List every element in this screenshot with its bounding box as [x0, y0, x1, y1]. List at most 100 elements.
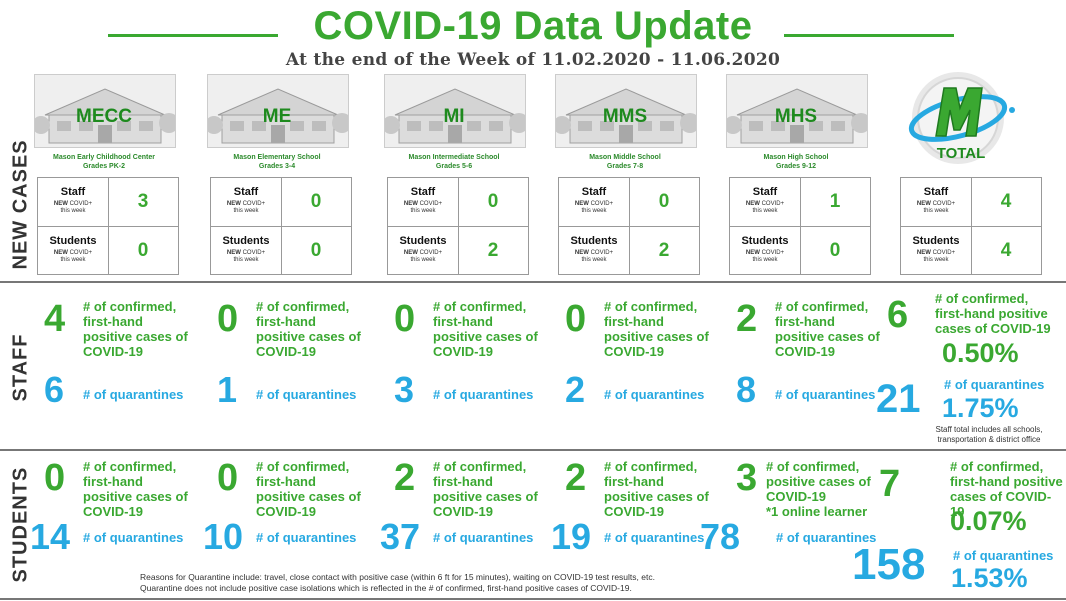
students-label: Students	[49, 235, 97, 247]
students-quarantines-count: 37	[380, 516, 421, 557]
total-students-confirmed-pct: 0.07%	[950, 506, 1027, 536]
new-staff-cases: 0	[487, 191, 499, 212]
staff-confirmed-count: 0	[565, 298, 587, 340]
staff-quarantines-count: 6	[44, 369, 65, 410]
total-logo	[902, 72, 1020, 164]
school-building-icon	[553, 75, 700, 147]
students-quarantines-label: # of quarantines	[256, 530, 357, 545]
staff-quarantines-label: # of quarantines	[604, 387, 705, 402]
school-name: Mason Early Childhood Center Grades PK-2	[53, 154, 155, 170]
staff-confirmed-count: 0	[394, 298, 416, 340]
students-confirmed-label: # of confirmed, first-hand positive cases …	[256, 459, 361, 519]
total-students-quarantines-pct: 1.53%	[951, 563, 1028, 593]
total-staff-quarantines-pct: 1.75%	[942, 393, 1019, 423]
students-label: Students	[399, 235, 447, 247]
title-rule-left	[108, 34, 278, 37]
school-name: Mason Intermediate School Grades 5-6	[408, 154, 500, 170]
school-code: MI	[443, 106, 465, 127]
students-confirmed-count: 2	[394, 457, 416, 499]
new-covid-sublabel: NEW COVID+ this week	[745, 250, 785, 263]
mason-m-logo-icon	[908, 72, 1015, 164]
new-covid-sublabel: NEW COVID+ this week	[53, 201, 93, 214]
total-staff-quarantines: 21	[876, 377, 921, 421]
staff-row: Staff NEW COVID+ this week 3	[38, 178, 178, 226]
new-staff-cases: 3	[137, 191, 149, 212]
students-quarantines-label: # of quarantines	[83, 530, 184, 545]
school-building-image	[724, 74, 871, 148]
title-rule-right	[784, 34, 954, 37]
new-student-cases: 0	[310, 240, 322, 261]
footer-line-2: Quarantine does not include positive cas…	[140, 583, 632, 593]
new-covid-sublabel: NEW COVID+ this week	[574, 201, 614, 214]
staff-confirmed-label: # of confirmed, first-hand positive cases …	[83, 299, 188, 359]
total-case-box: Staff NEW COVID+ this week 4 Students NEW…	[900, 177, 1042, 275]
students-row: Students NEW COVID+ this week 0	[211, 226, 351, 275]
students-row: Students NEW COVID+ this week 2	[559, 226, 699, 275]
students-quarantines-label: # of quarantines	[433, 530, 534, 545]
staff-quarantines-label: # of quarantines	[775, 387, 876, 402]
staff-row: Staff NEW COVID+ this week 0	[388, 178, 528, 226]
total-staff-label: Staff	[923, 186, 949, 198]
new-covid-sublabel: NEW COVID+ this week	[745, 201, 785, 214]
school-building-image	[32, 74, 179, 148]
staff-confirmed-label: # of confirmed, first-hand positive cases …	[775, 299, 880, 359]
total-staff-note: Staff total includes all schools, transp…	[935, 425, 1043, 444]
staff-quarantines-label: # of quarantines	[433, 387, 534, 402]
students-label: Students	[222, 235, 270, 247]
total-new-students: 4	[1000, 240, 1012, 261]
staff-quarantines-count: 2	[565, 369, 586, 410]
school-code: MECC	[76, 106, 132, 127]
total-students-confirmed: 7	[879, 463, 901, 505]
side-label-staff: STAFF	[9, 333, 32, 402]
total-staff-row: Staff NEW COVID+ this week 4	[901, 178, 1041, 226]
school-code: ME	[262, 106, 292, 127]
footer-line-1: Reasons for Quarantine include: travel, …	[140, 572, 655, 582]
new-covid-sublabel: NEW COVID+ this week	[574, 250, 614, 263]
students-quarantines-count: 19	[551, 516, 592, 557]
total-staff-sublabel: NEW COVID+ this week	[916, 201, 956, 214]
school-code: MHS	[774, 106, 818, 127]
staff-label: Staff	[60, 186, 86, 198]
students-confirmed-count: 2	[565, 457, 587, 499]
new-covid-sublabel: NEW COVID+ this week	[226, 250, 266, 263]
students-quarantines-count: 78	[700, 516, 741, 557]
staff-label: Staff	[233, 186, 259, 198]
divider-staff	[0, 449, 1066, 451]
total-students-row: Students NEW COVID+ this week 4	[901, 226, 1041, 275]
students-confirmed-count: 0	[217, 457, 239, 499]
staff-quarantines-label: # of quarantines	[256, 387, 357, 402]
staff-confirmed-label: # of confirmed, first-hand positive cases …	[256, 299, 361, 359]
divider-bottom	[0, 598, 1066, 600]
staff-confirmed-count: 2	[736, 298, 758, 340]
school-name: Mason Middle School Grades 7-8	[589, 154, 661, 170]
new-student-cases: 0	[137, 240, 149, 261]
school-case-box: Staff NEW COVID+ this week 0 Students NEW COV…	[210, 177, 352, 275]
school-building-image	[553, 74, 700, 148]
staff-confirmed-count: 4	[44, 298, 66, 340]
new-student-cases: 0	[829, 240, 841, 261]
staff-label: Staff	[410, 186, 436, 198]
page-title: COVID-19 Data Update	[313, 4, 753, 48]
staff-quarantines-count: 3	[394, 369, 415, 410]
school-building-icon	[382, 75, 529, 147]
staff-row: Staff NEW COVID+ this week 1	[730, 178, 870, 226]
students-confirmed-count: 3	[736, 457, 758, 499]
school-name: Mason Elementary School Grades 3-4	[233, 154, 321, 170]
total-new-staff: 4	[1000, 191, 1012, 212]
staff-confirmed-count: 0	[217, 298, 239, 340]
total-staff-quarantines-label: # of quarantines	[944, 377, 1045, 392]
footer-notes: Reasons for Quarantine include: travel, …	[140, 572, 840, 594]
school-case-box: Staff NEW COVID+ this week 0 Students NEW COV…	[558, 177, 700, 275]
students-confirmed-label: # of confirmed, first-hand positive cases …	[83, 459, 188, 519]
school-code: MMS	[602, 106, 648, 127]
new-covid-sublabel: NEW COVID+ this week	[403, 201, 443, 214]
staff-confirmed-label: # of confirmed, first-hand positive cases …	[604, 299, 709, 359]
staff-row: Staff NEW COVID+ this week 0	[211, 178, 351, 226]
staff-quarantines-count: 8	[736, 369, 757, 410]
staff-confirmed-label: # of confirmed, first-hand positive cases …	[433, 299, 538, 359]
students-label: Students	[741, 235, 789, 247]
students-label: Students	[570, 235, 618, 247]
total-students-sublabel: NEW COVID+ this week	[916, 250, 956, 263]
new-covid-sublabel: NEW COVID+ this week	[403, 250, 443, 263]
new-covid-sublabel: NEW COVID+ this week	[53, 250, 93, 263]
